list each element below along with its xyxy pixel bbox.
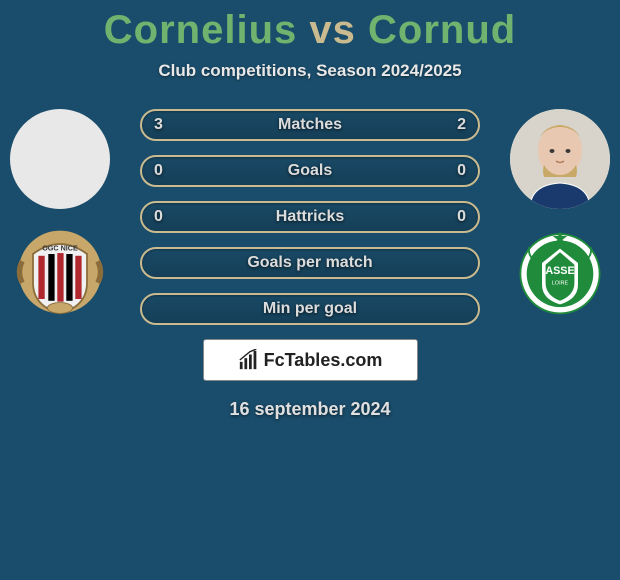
stat-bars: 3 Matches 2 0 Goals 0 0 Hattricks 0 Goal… — [140, 109, 480, 420]
player1-avatar — [10, 109, 110, 209]
stat-label: Min per goal — [263, 300, 357, 318]
date-text: 16 september 2024 — [140, 399, 480, 420]
stat-right-value: 0 — [457, 208, 466, 226]
stat-left-value: 0 — [154, 208, 163, 226]
stat-row-goals-per-match: Goals per match — [140, 247, 480, 279]
player2-avatar — [510, 109, 610, 209]
stat-left-value: 3 — [154, 116, 163, 134]
stat-left-value: 0 — [154, 162, 163, 180]
left-column: OGC NICE — [5, 109, 115, 317]
stat-row-min-per-goal: Min per goal — [140, 293, 480, 325]
stat-label: Goals — [288, 162, 332, 180]
subtitle: Club competitions, Season 2024/2025 — [0, 61, 620, 81]
svg-text:ASSE: ASSE — [545, 265, 574, 277]
player1-name: Cornelius — [104, 8, 297, 52]
player1-club-crest: OGC NICE — [15, 227, 105, 317]
brand-text: FcTables.com — [264, 350, 383, 371]
stat-label: Hattricks — [276, 208, 344, 226]
player2-name: Cornud — [368, 8, 516, 52]
stat-right-value: 2 — [457, 116, 466, 134]
stat-label: Matches — [278, 116, 342, 134]
svg-text:OGC NICE: OGC NICE — [42, 243, 78, 252]
stat-label: Goals per match — [247, 254, 372, 272]
vs-text: vs — [309, 8, 356, 52]
stat-right-value: 0 — [457, 162, 466, 180]
right-column: ASSE LOIRE — [505, 109, 615, 317]
stat-row-goals: 0 Goals 0 — [140, 155, 480, 187]
stat-row-hattricks: 0 Hattricks 0 — [140, 201, 480, 233]
comparison-content: OGC NICE — [0, 109, 620, 420]
player2-club-crest: ASSE LOIRE — [515, 227, 605, 317]
chart-icon — [238, 349, 260, 371]
svg-text:LOIRE: LOIRE — [552, 281, 569, 287]
brand-box: FcTables.com — [203, 339, 418, 381]
page-title: Cornelius vs Cornud — [0, 0, 620, 53]
stat-row-matches: 3 Matches 2 — [140, 109, 480, 141]
